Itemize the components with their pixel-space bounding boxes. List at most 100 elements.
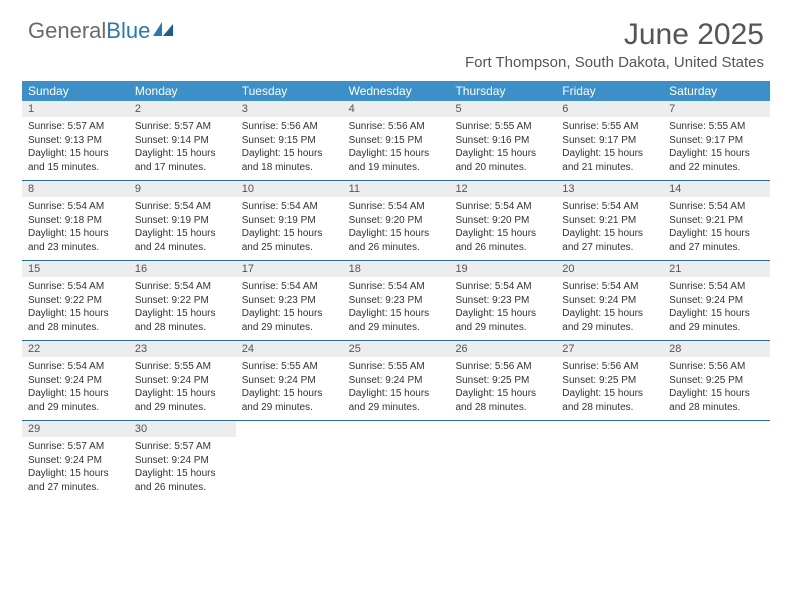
day-details: Sunrise: 5:54 AMSunset: 9:19 PMDaylight:… [236,197,343,254]
day-of-week-header: Sunday [22,81,129,101]
sunrise-line: Sunrise: 5:54 AM [562,200,657,214]
day-details: Sunrise: 5:55 AMSunset: 9:17 PMDaylight:… [663,117,770,174]
sunset-line: Sunset: 9:15 PM [242,134,337,148]
sunset-line: Sunset: 9:18 PM [28,214,123,228]
sunrise-line: Sunrise: 5:56 AM [669,360,764,374]
daylight-line: Daylight: 15 hours and 28 minutes. [455,387,550,414]
sunrise-line: Sunrise: 5:54 AM [349,200,444,214]
sunrise-line: Sunrise: 5:54 AM [455,280,550,294]
calendar-grid: SundayMondayTuesdayWednesdayThursdayFrid… [22,81,770,500]
daylight-line: Daylight: 15 hours and 27 minutes. [28,467,123,494]
day-details: Sunrise: 5:54 AMSunset: 9:19 PMDaylight:… [129,197,236,254]
day-of-week-header: Wednesday [343,81,450,101]
daylight-line: Daylight: 15 hours and 29 minutes. [28,387,123,414]
day-number: 11 [343,181,450,197]
month-title: June 2025 [465,18,764,52]
day-number: 9 [129,181,236,197]
sunset-line: Sunset: 9:20 PM [349,214,444,228]
sunrise-line: Sunrise: 5:57 AM [135,440,230,454]
day-details: Sunrise: 5:57 AMSunset: 9:13 PMDaylight:… [22,117,129,174]
day-number: 7 [663,101,770,117]
calendar-day-cell: 2Sunrise: 5:57 AMSunset: 9:14 PMDaylight… [129,101,236,180]
day-number: 28 [663,341,770,357]
calendar-week-row: 8 Sunrise: 5:54 AM Sunset: 9:18 PM Daylight… [22,181,770,261]
sunrise-line: Sunrise: 5:55 AM [135,360,230,374]
sunset-line: Sunset: 9:24 PM [562,294,657,308]
sunset-line: Sunset: 9:23 PM [242,294,337,308]
daylight-line: Daylight: 15 hours and 26 minutes. [135,467,230,494]
daylight-line: Daylight: 15 hours and 28 minutes. [562,387,657,414]
day-details: Sunrise: 5:54 AMSunset: 9:24 PMDaylight:… [22,357,129,414]
daylight-line: Daylight: 15 hours and 24 minutes. [135,227,230,254]
calendar-week-row: 29Sunrise: 5:57 AMSunset: 9:24 PMDayligh… [22,421,770,500]
day-details: Sunrise: 5:56 AMSunset: 9:15 PMDaylight:… [343,117,450,174]
calendar-day-cell: 13Sunrise: 5:54 AMSunset: 9:21 PMDayligh… [556,181,663,260]
location-subtitle: Fort Thompson, South Dakota, United Stat… [465,54,764,71]
calendar-day-cell: 6Sunrise: 5:55 AMSunset: 9:17 PMDaylight… [556,101,663,180]
day-number: 21 [663,261,770,277]
sunrise-line: Sunrise: 5:55 AM [669,120,764,134]
day-number: 6 [556,101,663,117]
calendar-day-cell: 12Sunrise: 5:54 AMSunset: 9:20 PMDayligh… [449,181,556,260]
day-details: Sunrise: 5:55 AMSunset: 9:24 PMDaylight:… [343,357,450,414]
daylight-line: Daylight: 15 hours and 25 minutes. [242,227,337,254]
day-number: 24 [236,341,343,357]
sunrise-line: Sunrise: 5:56 AM [562,360,657,374]
day-number: 12 [449,181,556,197]
sunset-line: Sunset: 9:15 PM [349,134,444,148]
day-of-week-header-row: SundayMondayTuesdayWednesdayThursdayFrid… [22,81,770,101]
sunrise-line: Sunrise: 5:57 AM [28,120,123,134]
day-details: Sunrise: 5:54 AMSunset: 9:20 PMDaylight:… [343,197,450,254]
daylight-line: Daylight: 15 hours and 26 minutes. [349,227,444,254]
sunrise-line: Sunrise: 5:57 AM [135,120,230,134]
day-number: 14 [663,181,770,197]
day-number: 30 [129,421,236,437]
calendar-day-cell: 4Sunrise: 5:56 AMSunset: 9:15 PMDaylight… [343,101,450,180]
sunrise-line: Sunrise: 5:55 AM [242,360,337,374]
calendar-day-cell: 25Sunrise: 5:55 AMSunset: 9:24 PMDayligh… [343,341,450,420]
sunrise-line: Sunrise: 5:56 AM [242,120,337,134]
sunrise-line: Sunrise: 5:54 AM [135,200,230,214]
calendar-day-cell: 14Sunrise: 5:54 AMSunset: 9:21 PMDayligh… [663,181,770,260]
calendar-day-cell [449,421,556,500]
sunset-line: Sunset: 9:17 PM [562,134,657,148]
daylight-line: Daylight: 15 hours and 29 minutes. [349,387,444,414]
title-block: June 2025 Fort Thompson, South Dakota, U… [465,18,764,71]
calendar-day-cell [663,421,770,500]
sunrise-line: Sunrise: 5:55 AM [562,120,657,134]
day-number: 27 [556,341,663,357]
day-details: Sunrise: 5:57 AMSunset: 9:24 PMDaylight:… [129,437,236,494]
sunrise-line: Sunrise: 5:57 AM [28,440,123,454]
calendar-day-cell: 18Sunrise: 5:54 AMSunset: 9:23 PMDayligh… [343,261,450,340]
day-number: 25 [343,341,450,357]
sunrise-line: Sunrise: 5:54 AM [669,280,764,294]
sunset-line: Sunset: 9:19 PM [135,214,230,228]
day-details: Sunrise: 5:55 AMSunset: 9:24 PMDaylight:… [129,357,236,414]
calendar-day-cell: 17Sunrise: 5:54 AMSunset: 9:23 PMDayligh… [236,261,343,340]
calendar-day-cell: 7Sunrise: 5:55 AMSunset: 9:17 PMDaylight… [663,101,770,180]
calendar-day-cell: 8Sunrise: 5:54 AMSunset: 9:18 PMDaylight… [22,181,129,260]
sunset-line: Sunset: 9:20 PM [455,214,550,228]
day-details: Sunrise: 5:54 AMSunset: 9:21 PMDaylight:… [663,197,770,254]
day-number: 15 [22,261,129,277]
day-details: Sunrise: 5:56 AMSunset: 9:25 PMDaylight:… [663,357,770,414]
page-header: GeneralBlue June 2025 Fort Thompson, Sou… [0,0,792,71]
day-number: 3 [236,101,343,117]
sunrise-line: Sunrise: 5:54 AM [669,200,764,214]
day-number: 8 [22,181,129,197]
daylight-line: Daylight: 15 hours and 29 minutes. [455,307,550,334]
sunset-line: Sunset: 9:24 PM [28,374,123,388]
sunrise-line: Sunrise: 5:54 AM [349,280,444,294]
day-number: 4 [343,101,450,117]
daylight-line: Daylight: 15 hours and 29 minutes. [242,387,337,414]
sunset-line: Sunset: 9:25 PM [669,374,764,388]
calendar-day-cell [556,421,663,500]
sunset-line: Sunset: 9:25 PM [562,374,657,388]
daylight-line: Daylight: 15 hours and 28 minutes. [28,307,123,334]
calendar-day-cell: 28Sunrise: 5:56 AMSunset: 9:25 PMDayligh… [663,341,770,420]
calendar-weeks: 1Sunrise: 5:57 AMSunset: 9:13 PMDaylight… [22,101,770,500]
calendar-day-cell: 29Sunrise: 5:57 AMSunset: 9:24 PMDayligh… [22,421,129,500]
daylight-line: Daylight: 15 hours and 26 minutes. [455,227,550,254]
day-of-week-header: Tuesday [236,81,343,101]
calendar-day-cell: 3Sunrise: 5:56 AMSunset: 9:15 PMDaylight… [236,101,343,180]
